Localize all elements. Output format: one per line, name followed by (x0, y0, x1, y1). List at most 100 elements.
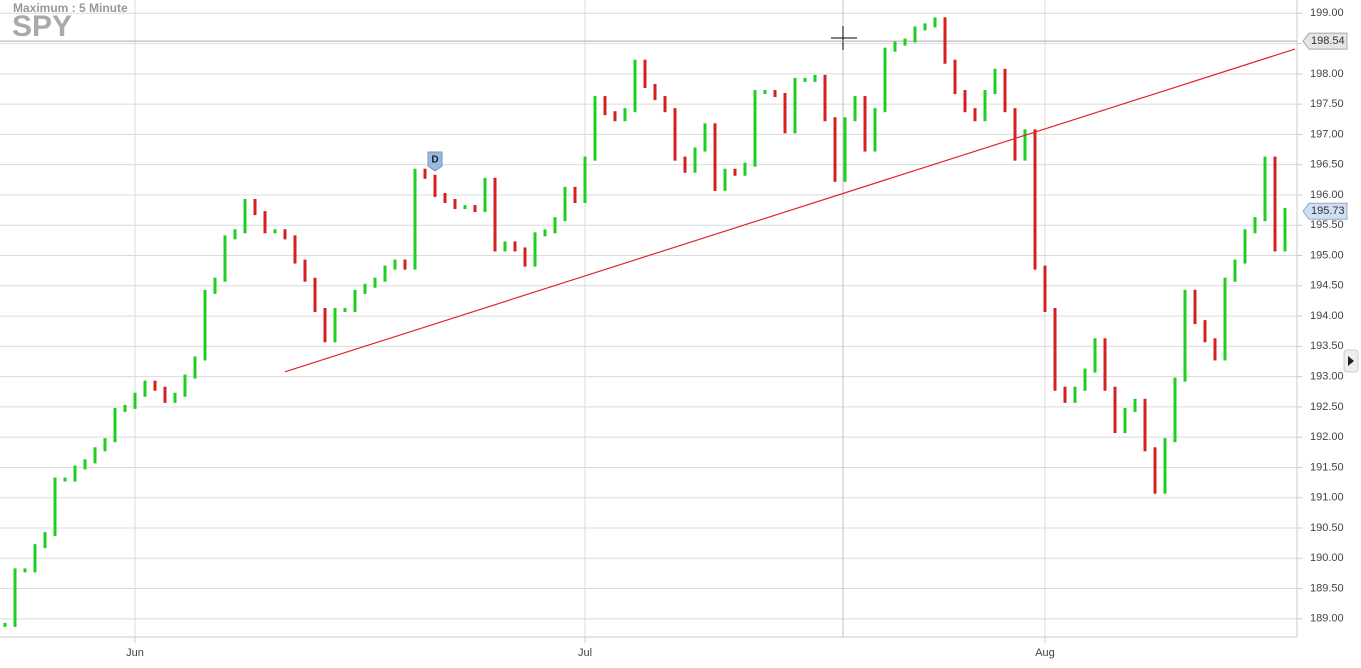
candle (1173, 377, 1177, 443)
candle (1213, 338, 1217, 361)
candle (1243, 229, 1247, 264)
x-tick-label: Jun (126, 647, 144, 659)
candle (1133, 398, 1137, 412)
candle (1033, 129, 1037, 270)
candle (193, 356, 197, 379)
candle (1203, 320, 1207, 343)
y-tick-label: 193.00 (1310, 371, 1344, 383)
candle (663, 96, 667, 113)
candle (213, 277, 217, 294)
candle (423, 168, 427, 179)
candle (333, 308, 337, 343)
candle (1193, 289, 1197, 325)
candle (223, 235, 227, 282)
candle (643, 59, 647, 88)
candle (433, 174, 437, 197)
candle (303, 259, 307, 282)
candle (613, 111, 617, 122)
candle (393, 259, 397, 270)
candle (733, 168, 737, 176)
candle (753, 90, 757, 167)
y-tick-label: 198.00 (1310, 68, 1344, 80)
candle (593, 96, 597, 161)
candle (923, 23, 927, 31)
price-label: 198.54 (1311, 35, 1345, 47)
candle (1083, 368, 1087, 391)
candle (793, 77, 797, 134)
candle (133, 392, 137, 409)
candle (483, 177, 487, 213)
grid-layer (0, 0, 1297, 637)
candle (703, 123, 707, 152)
candle (743, 162, 747, 176)
candle (953, 59, 957, 95)
candle (43, 532, 47, 549)
candle (1283, 208, 1287, 252)
y-tick-label: 195.00 (1310, 249, 1344, 261)
candle (993, 68, 997, 95)
candle (53, 477, 57, 537)
candle (823, 74, 827, 122)
candle (503, 241, 507, 252)
candle (983, 90, 987, 122)
candle (1093, 338, 1097, 373)
y-tick-label: 197.50 (1310, 98, 1344, 110)
candle (323, 308, 327, 343)
candle (813, 74, 817, 82)
candle (283, 229, 287, 240)
y-tick-label: 193.50 (1310, 340, 1344, 352)
candle (553, 217, 557, 234)
candle (1073, 386, 1077, 403)
candle (803, 77, 807, 82)
candle (353, 289, 357, 313)
candle (1053, 308, 1057, 391)
candle (293, 235, 297, 264)
candle (673, 108, 677, 161)
candle (633, 59, 637, 113)
candle (253, 199, 257, 216)
candle (1113, 386, 1117, 434)
candle (173, 392, 177, 403)
candle (493, 177, 497, 252)
candle (203, 289, 207, 361)
candle (93, 447, 97, 464)
y-tick-label: 192.00 (1310, 431, 1344, 443)
candle (1013, 108, 1017, 161)
y-tick-label: 192.50 (1310, 401, 1344, 413)
candle (893, 41, 897, 52)
candle (883, 47, 887, 113)
candle (363, 283, 367, 294)
candle (513, 241, 517, 252)
x-tick-label: Aug (1035, 647, 1055, 659)
candle (1273, 156, 1277, 252)
y-tick-label: 190.00 (1310, 552, 1344, 564)
candle (123, 404, 127, 412)
candle (843, 117, 847, 182)
candle (533, 232, 537, 267)
candle (83, 459, 87, 470)
chart-title: SPY (12, 10, 72, 43)
candle (693, 147, 697, 173)
candle (1023, 129, 1027, 161)
price-label-box (1302, 32, 1348, 50)
candle (313, 277, 317, 313)
candle (713, 123, 717, 191)
candle (443, 192, 447, 204)
candle (873, 108, 877, 152)
candle (113, 407, 117, 443)
candle (383, 265, 387, 282)
y-tick-label: 194.00 (1310, 310, 1344, 322)
y-tick-label: 189.00 (1310, 613, 1344, 625)
event-marker (427, 151, 443, 172)
candle (1253, 217, 1257, 234)
event-label: D (431, 155, 438, 166)
candle (973, 108, 977, 122)
candle (1043, 265, 1047, 313)
chart-subtitle: Maximum : 5 Minute (13, 1, 128, 15)
candle (413, 168, 417, 270)
scroll-arrow (1348, 356, 1354, 366)
y-tick-label: 191.00 (1310, 492, 1344, 504)
x-tick-label: Jul (578, 647, 592, 659)
candle (273, 229, 277, 234)
candle (573, 186, 577, 204)
